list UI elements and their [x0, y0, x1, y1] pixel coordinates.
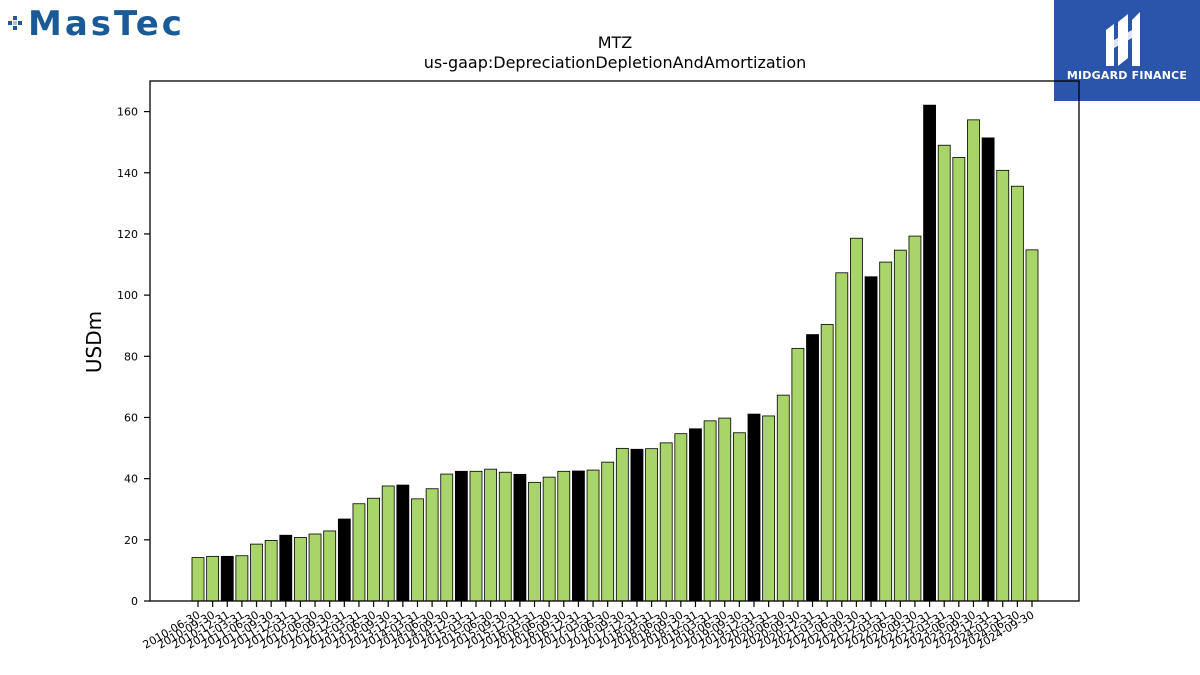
bar-2014-06-30	[425, 488, 439, 602]
bar-2017-12-31	[630, 448, 644, 602]
bar-2011-06-30	[250, 543, 263, 602]
y-axis: 0 20 40 60 80 100 120 140 160	[117, 106, 150, 608]
bar-2024-03-31	[996, 169, 1010, 602]
bar-2010-12-31	[220, 555, 234, 602]
bar-2010-09-30	[206, 555, 220, 602]
bar-2022-12-31	[923, 104, 936, 602]
bar-2012-09-30	[323, 530, 337, 602]
mastec-mark-icon	[8, 16, 22, 30]
bar-2013-12-31	[396, 484, 410, 602]
bar-2015-06-30	[484, 468, 498, 602]
y-tick-label: 80	[124, 350, 138, 363]
bar-2016-12-31	[572, 470, 585, 602]
x-axis: 2010-06-302010-09-302010-12-312011-03-31…	[141, 601, 1037, 652]
bar-2013-09-30	[381, 485, 395, 602]
y-tick-label: 20	[124, 534, 138, 547]
y-axis-label: USDm	[82, 311, 106, 373]
bar-2018-06-30	[659, 442, 673, 602]
bar-2022-03-31	[879, 261, 893, 602]
y-tick-label: 40	[124, 473, 138, 486]
bar-2011-12-31	[279, 534, 293, 602]
bar-2012-06-30	[308, 533, 322, 602]
bar-2019-12-31	[747, 413, 761, 602]
y-tick-label: 100	[117, 289, 138, 302]
chart-subtitle: us-gaap:DepreciationDepletionAndAmortiza…	[424, 53, 807, 72]
bar-2023-03-31	[937, 144, 951, 602]
bar-2023-12-31	[981, 137, 995, 602]
bar-2021-06-30	[835, 272, 849, 602]
bar-2023-06-30	[952, 157, 966, 602]
bar-2018-12-31	[689, 428, 702, 602]
bar-2011-09-30	[264, 540, 278, 602]
bar-2017-09-30	[615, 447, 629, 602]
bar-2012-12-31	[337, 518, 351, 602]
bar-2015-03-31	[469, 470, 483, 602]
y-tick-label: 60	[124, 411, 138, 424]
bar-2017-06-30	[601, 461, 615, 602]
y-tick-label: 160	[117, 106, 138, 119]
bar-2020-12-31	[806, 334, 819, 602]
bar-2018-09-30	[674, 433, 688, 602]
bar-2010-06-30	[191, 557, 205, 602]
bar-2016-06-30	[542, 476, 556, 602]
bar-2020-09-30	[791, 347, 805, 602]
bar-2022-09-30	[908, 235, 922, 602]
y-tick-label: 120	[117, 228, 138, 241]
bar-2018-03-31	[645, 448, 658, 602]
y-tick-label: 0	[131, 595, 138, 608]
bar-2016-09-30	[557, 470, 571, 602]
bar-2013-06-30	[367, 497, 380, 602]
bar-2020-06-30	[776, 394, 790, 602]
bar-2015-12-31	[513, 473, 527, 602]
bar-2021-09-30	[850, 237, 863, 602]
bar-2014-12-31	[454, 470, 468, 602]
bar-2023-09-30	[967, 119, 980, 602]
bar-2021-12-31	[864, 276, 878, 602]
midgard-logo-text: MIDGARD FINANCE	[1066, 69, 1188, 82]
y-tick-label: 140	[117, 167, 138, 180]
bar-2019-06-30	[718, 417, 732, 602]
bar-2019-03-31	[703, 420, 717, 602]
bar-2016-03-31	[528, 481, 541, 602]
bar-2020-03-31	[762, 415, 776, 602]
bar-2012-03-31	[294, 536, 307, 602]
chart-title: MTZ	[598, 33, 633, 52]
bar-2015-09-30	[498, 471, 512, 602]
midgard-finance-logo: MIDGARD FINANCE	[1054, 0, 1200, 101]
bar-2022-06-30	[893, 249, 907, 602]
mastec-logo-text: MasTec	[28, 4, 185, 44]
bar-2021-03-31	[820, 324, 834, 602]
bar-2024-09-30	[1025, 249, 1039, 602]
midgard-mark-icon	[1054, 0, 1200, 101]
mastec-logo: MasTec	[6, 4, 185, 44]
bars-group	[191, 104, 1039, 602]
bar-2024-06-30	[1010, 185, 1024, 602]
plot-frame	[149, 80, 1080, 602]
bar-2019-09-30	[732, 432, 746, 602]
bar-2014-03-31	[411, 498, 424, 602]
bar-2013-03-31	[352, 503, 366, 602]
bar-2011-03-31	[235, 555, 249, 602]
bar-2017-03-31	[586, 469, 600, 602]
bar-2014-09-30	[440, 473, 454, 602]
